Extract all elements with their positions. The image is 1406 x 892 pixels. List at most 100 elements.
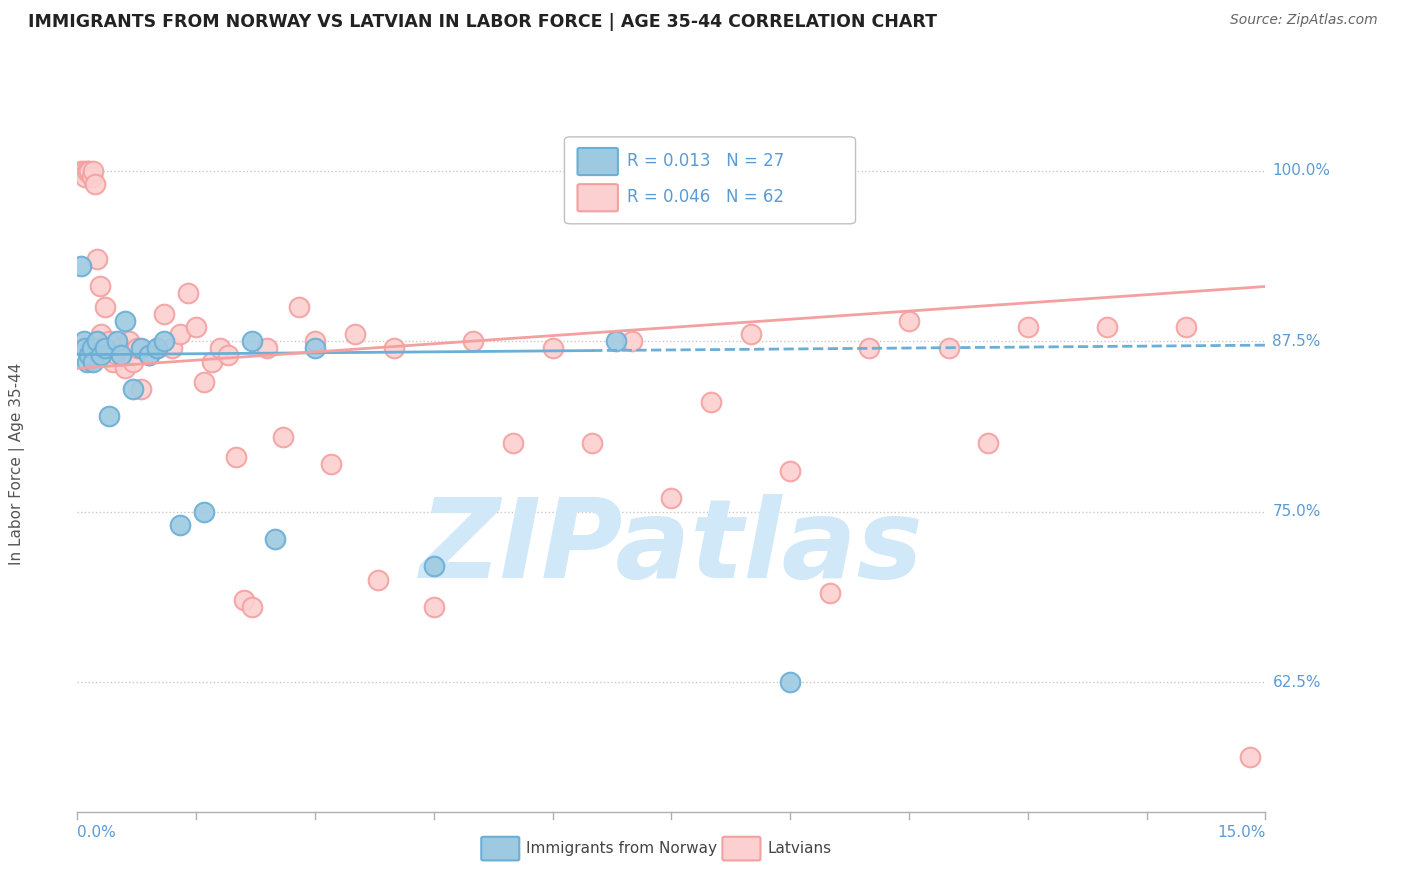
Point: [240, 334, 263, 348]
Point: [217, 348, 239, 362]
Point: [114, 361, 136, 376]
Point: [110, 348, 132, 362]
Point: [271, 429, 294, 443]
Point: [977, 436, 1000, 450]
Point: [169, 327, 191, 342]
Point: [77, 348, 100, 362]
Text: Source: ZipAtlas.com: Source: ZipAtlas.com: [1230, 13, 1378, 28]
Point: [94, 341, 117, 355]
Point: [661, 491, 683, 505]
Point: [193, 375, 215, 389]
Point: [76, 163, 98, 178]
Point: [581, 436, 603, 450]
Text: Latvians: Latvians: [768, 841, 832, 856]
Point: [80, 341, 103, 355]
Point: [153, 334, 176, 348]
Point: [82, 354, 104, 368]
Point: [208, 341, 231, 355]
FancyBboxPatch shape: [578, 184, 617, 211]
Point: [98, 409, 121, 423]
Text: 0.0%: 0.0%: [77, 825, 117, 840]
Point: [898, 313, 921, 327]
FancyBboxPatch shape: [564, 136, 855, 224]
Point: [232, 593, 254, 607]
Point: [304, 341, 326, 355]
Point: [75, 341, 97, 355]
Point: [118, 334, 141, 348]
Point: [1175, 320, 1198, 334]
Point: [605, 334, 627, 348]
Point: [740, 327, 762, 342]
Point: [463, 334, 485, 348]
FancyBboxPatch shape: [481, 837, 519, 861]
Point: [177, 286, 200, 301]
Point: [101, 354, 124, 368]
Point: [153, 307, 176, 321]
Point: [367, 573, 389, 587]
Point: [70, 163, 93, 178]
Point: [77, 163, 100, 178]
Point: [343, 327, 366, 342]
Point: [90, 327, 112, 342]
Point: [75, 170, 97, 185]
Point: [73, 163, 96, 178]
Point: [201, 354, 224, 368]
Point: [423, 559, 446, 574]
Point: [541, 341, 564, 355]
Point: [86, 252, 108, 267]
Point: [129, 341, 152, 355]
Point: [818, 586, 841, 600]
FancyBboxPatch shape: [578, 148, 617, 175]
Point: [73, 334, 96, 348]
Point: [304, 334, 326, 348]
Text: ZIPatlas: ZIPatlas: [419, 494, 924, 601]
Point: [382, 341, 405, 355]
Point: [225, 450, 247, 464]
Text: 62.5%: 62.5%: [1272, 674, 1320, 690]
Text: Immigrants from Norway: Immigrants from Norway: [526, 841, 717, 856]
Point: [129, 382, 152, 396]
Point: [162, 341, 184, 355]
FancyBboxPatch shape: [723, 837, 761, 861]
Point: [1095, 320, 1118, 334]
Point: [288, 300, 311, 314]
Text: 100.0%: 100.0%: [1272, 163, 1330, 178]
Point: [89, 279, 111, 293]
Point: [620, 334, 643, 348]
Point: [169, 518, 191, 533]
Point: [779, 675, 801, 690]
Point: [94, 300, 117, 314]
Point: [121, 382, 143, 396]
Point: [70, 259, 93, 273]
Point: [90, 348, 112, 362]
Point: [938, 341, 960, 355]
Point: [264, 532, 287, 546]
Point: [256, 341, 278, 355]
Point: [121, 354, 143, 368]
Point: [138, 348, 160, 362]
Point: [105, 348, 128, 362]
Point: [110, 341, 132, 355]
Point: [138, 348, 160, 362]
Text: IMMIGRANTS FROM NORWAY VS LATVIAN IN LABOR FORCE | AGE 35-44 CORRELATION CHART: IMMIGRANTS FROM NORWAY VS LATVIAN IN LAB…: [28, 13, 938, 31]
Point: [83, 177, 105, 191]
Point: [76, 354, 98, 368]
Point: [82, 163, 104, 178]
Point: [1017, 320, 1039, 334]
Point: [700, 395, 723, 409]
Text: 15.0%: 15.0%: [1218, 825, 1265, 840]
Text: In Labor Force | Age 35-44: In Labor Force | Age 35-44: [8, 363, 25, 565]
Point: [858, 341, 880, 355]
Point: [186, 320, 208, 334]
Text: R = 0.013   N = 27: R = 0.013 N = 27: [627, 153, 785, 170]
Point: [240, 600, 263, 615]
Point: [423, 600, 446, 615]
Text: R = 0.046   N = 62: R = 0.046 N = 62: [627, 188, 785, 206]
Point: [80, 170, 103, 185]
Point: [114, 313, 136, 327]
Point: [1239, 750, 1261, 764]
Point: [319, 457, 342, 471]
Text: 87.5%: 87.5%: [1272, 334, 1320, 349]
Text: 75.0%: 75.0%: [1272, 504, 1320, 519]
Point: [125, 341, 148, 355]
